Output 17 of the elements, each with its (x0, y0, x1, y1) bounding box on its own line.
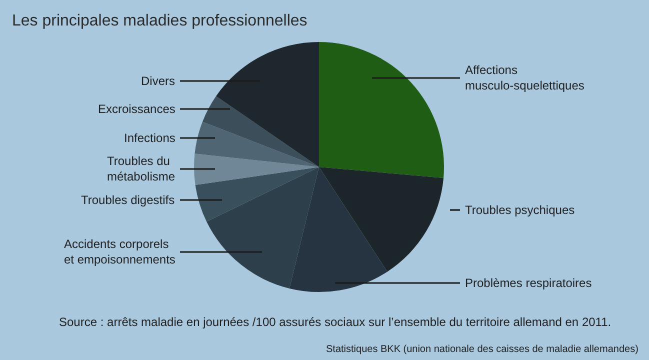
pie-slice (194, 122, 319, 167)
slice-label: Divers (141, 74, 176, 88)
pie-slice (319, 42, 444, 178)
chart-title: Les principales maladies professionnelles (12, 12, 308, 30)
slice-label: Troubles du métabolisme (107, 154, 176, 184)
pie-slice (319, 167, 444, 272)
slice-label: Accidents corporels et empoisonnements (64, 237, 176, 267)
slice-label: Excroissances (98, 102, 176, 116)
source-note: Source : arrêts maladie en journées /100 assurés sociaux sur l’ensemble du territoire allemand en 2011. (59, 315, 612, 329)
pie-slice (216, 42, 319, 167)
slice-label: Affections musculo-squelettiques (465, 63, 584, 93)
slice-label: Problèmes respiratoires (465, 276, 592, 290)
slice-label: Infections (124, 131, 176, 145)
text: Statistiques BKK (union nationale des caisses de maladie allemandes) (326, 344, 638, 355)
slice-label: Troubles psychiques (465, 203, 575, 217)
slice-label: Troubles digestifs (81, 193, 175, 207)
pie-slice (194, 154, 319, 185)
